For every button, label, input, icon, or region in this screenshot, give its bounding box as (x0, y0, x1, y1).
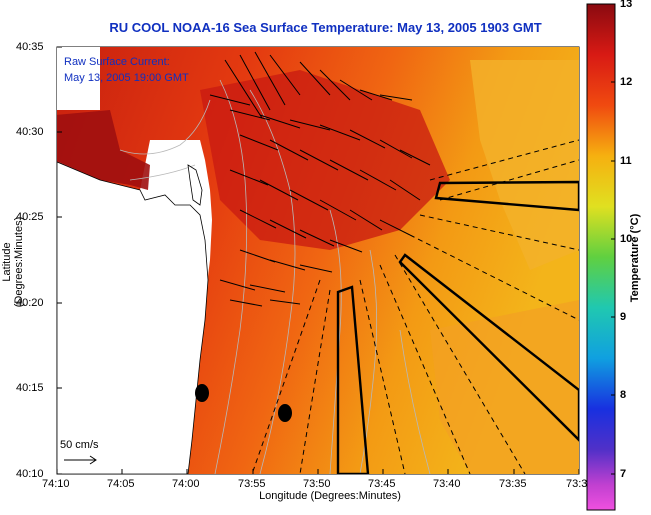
warm-core (200, 70, 450, 250)
scale-label: 50 cm/s (60, 439, 99, 451)
colorbar (586, 3, 616, 511)
station-marker (278, 404, 292, 422)
colorbar-tick: 9 (620, 311, 627, 323)
warm-west (57, 110, 150, 190)
x-tick: 73:35 (499, 478, 527, 490)
current-vectors (209, 51, 431, 307)
colorbar-tick: 8 (620, 389, 627, 401)
map-title: RU COOL NOAA-16 Sea Surface Temperature:… (109, 20, 542, 35)
scale-arrow (64, 455, 97, 465)
colorbar-tick: 11 (620, 155, 632, 167)
colorbar-tick: 10 (620, 233, 633, 245)
inset-line1: Raw Surface Current: (64, 56, 170, 68)
y-axis-label: Latitude (Degrees:Minutes) (1, 216, 25, 308)
x-axis-label: Longitude (Degrees:Minutes) (259, 490, 401, 502)
cool-east (470, 60, 579, 270)
x-tick: 73:55 (238, 478, 266, 490)
land-mass (57, 161, 209, 474)
inset-panel (57, 47, 100, 110)
colorbar-tick: 7 (620, 468, 627, 480)
y-tick: 40:35 (16, 41, 44, 53)
inset-line2: May 13, 2005 19:00 GMT (64, 72, 189, 84)
colorbar-tick: 13 (620, 0, 633, 10)
y-tick: 40:30 (16, 126, 44, 138)
y-tick: 40:20 (16, 297, 44, 309)
sandy-hook (187, 164, 203, 206)
x-tick: 74:05 (107, 478, 135, 490)
y-tick: 40:10 (16, 468, 44, 480)
radar-transects (251, 139, 579, 474)
x-tick: 73:40 (433, 478, 461, 490)
colorbar-label: Temperature (°C) (629, 213, 641, 303)
axis-ticks (56, 46, 580, 475)
ship-tracks (336, 180, 579, 474)
cool-southeast (430, 300, 579, 474)
station-marker (195, 384, 209, 402)
colorbar-ticks (611, 3, 615, 475)
x-tick: 74:10 (42, 478, 70, 490)
x-tick: 73:45 (368, 478, 396, 490)
colorbar-tick: 12 (620, 76, 633, 88)
y-tick: 40:15 (16, 382, 44, 394)
x-tick: 74:00 (172, 478, 200, 490)
y-tick: 40:25 (16, 211, 44, 223)
x-tick: 73:3 (566, 478, 588, 490)
x-tick: 73:50 (303, 478, 331, 490)
